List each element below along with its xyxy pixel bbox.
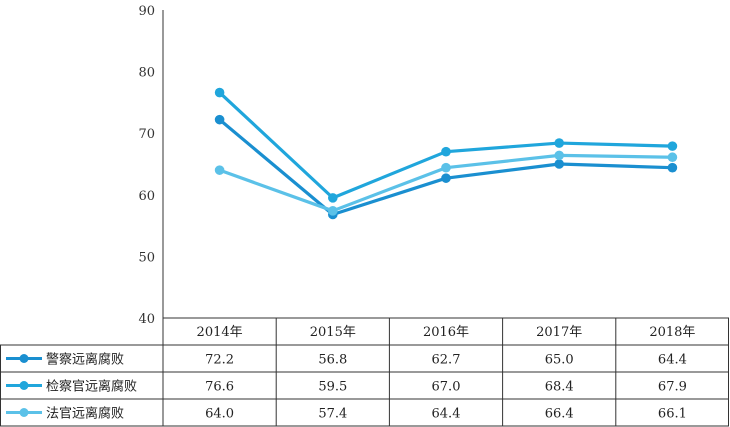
data-point [214,114,225,125]
y-axis: 40 50 60 70 80 90 [138,4,164,327]
data-table-value: 68.4 [545,380,574,395]
data-point [441,146,451,157]
data-table-value: 64.4 [432,407,461,422]
data-point [328,206,338,216]
data-point [667,152,678,163]
data-point [667,141,678,151]
legend-label: 检察官远离腐败 [46,379,137,395]
data-table-value: 64.4 [658,353,687,368]
x-tick-label: 2015年 [310,325,356,340]
data-table-value: 66.1 [658,407,687,422]
x-tick-label: 2016年 [423,325,469,340]
y-tick-label: 60 [138,189,155,204]
data-table-value: 64.0 [205,407,234,422]
data-point [554,138,564,148]
y-tick-label: 40 [138,312,155,327]
data-point [214,87,225,98]
data-point [441,173,451,183]
legend-swatch-marker [19,408,29,417]
legend-label: 法官远离腐败 [46,406,124,422]
y-tick-label: 90 [138,4,155,19]
data-point [667,162,678,173]
data-point [328,193,338,203]
legend-swatch-marker [19,381,29,390]
x-tick-label: 2014年 [197,325,243,340]
data-table-value: 57.4 [318,407,347,422]
data-table-value: 65.0 [545,353,574,368]
data-table-value: 76.6 [205,380,234,395]
data-table-value: 66.4 [545,407,574,422]
data-point [554,150,564,161]
data-table-value: 56.8 [318,353,347,368]
y-tick-label: 80 [138,66,155,81]
y-tick-label: 50 [138,250,155,265]
data-point [441,162,451,173]
legend-swatch-marker [19,354,29,363]
data-table-value: 72.2 [205,353,234,368]
x-tick-label: 2017年 [536,325,582,340]
data-point [214,165,225,175]
data-point [554,159,564,169]
data-table-value: 67.9 [658,380,687,395]
legend-label: 警察远离腐败 [46,352,124,368]
data-table-value: 62.7 [432,353,461,368]
series-lines [214,87,678,220]
x-tick-label: 2018年 [649,325,695,340]
data-table-value: 67.0 [432,380,461,395]
data-table-value: 59.5 [318,380,347,395]
y-tick-label: 70 [138,127,155,142]
